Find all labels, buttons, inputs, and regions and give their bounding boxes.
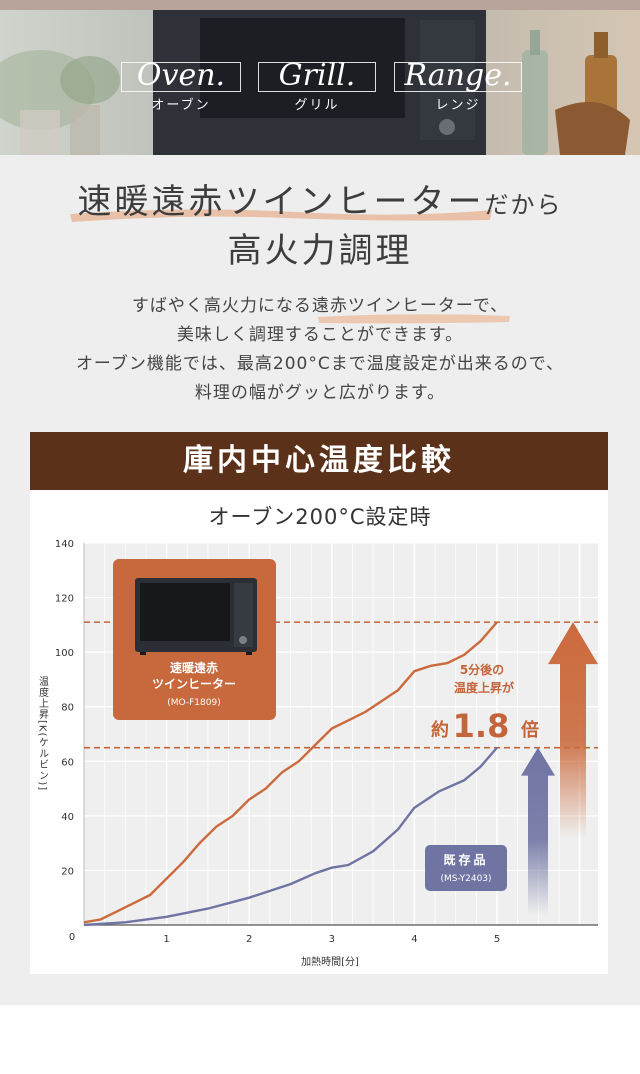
legend-name-line1: 速暖遠赤 — [170, 660, 218, 675]
legend-model-existing: (MS-Y2403) — [440, 874, 491, 884]
top-bar — [0, 0, 640, 10]
y-axis-label: 温度上昇[K(ケルビン)] — [37, 676, 49, 791]
hero-kana-range: レンジ — [435, 98, 481, 113]
headline-main: 速暖遠赤ツインヒーター — [77, 182, 485, 222]
hero-kana-oven: オーブン — [151, 98, 211, 113]
x-axis-label: 加熱時間[分] — [301, 955, 359, 968]
y-tick-label: 20 — [61, 866, 74, 877]
hero-kana-grill: グリル — [294, 98, 340, 113]
hero-word-frame — [394, 62, 522, 92]
microwave-foot — [246, 652, 252, 655]
annotation-suffix: 倍 — [521, 719, 539, 741]
comparison-band-title: 庫内中心温度比較 — [30, 432, 608, 490]
hero-script-grill: Grill. — [278, 58, 356, 93]
series-line-twin-heater — [83, 621, 498, 924]
y-tick-label: 100 — [55, 648, 74, 659]
headline-line2: 高火力調理 — [227, 231, 413, 271]
legend-name-line2: ツインヒーター — [152, 677, 236, 691]
hero-script-range: Range. — [404, 58, 512, 93]
hero-word-grill: Grill. グリル — [258, 54, 376, 124]
arrow-twin-heater — [548, 622, 598, 838]
legend-card-existing — [425, 845, 507, 891]
annotation-prefix: 約 — [431, 719, 449, 741]
legend-name-existing: 既存品 — [443, 852, 488, 867]
x-tick-label: 2 — [246, 934, 252, 945]
hero-word-oven: Oven. オーブン — [121, 54, 241, 124]
hero-illustration — [0, 10, 630, 155]
description-line: 美味しく調理することができます。 — [176, 325, 464, 345]
microwave-foot — [140, 652, 146, 655]
annotation-line1: 5分後の — [460, 662, 504, 677]
hero-banner: Oven. オーブン Grill. グリル Range. レンジ — [0, 10, 640, 155]
headline-underline-brush — [70, 209, 492, 222]
y-tick-label: 140 — [55, 539, 74, 550]
arrow-existing — [521, 747, 555, 915]
microwave-panel — [234, 583, 253, 647]
microwave-image — [135, 578, 257, 655]
x-tick-label: 4 — [411, 934, 417, 945]
hero-word-frame — [121, 62, 241, 92]
microwave-dial — [239, 636, 247, 644]
chart-title: オーブン200°C設定時 — [208, 505, 432, 529]
description-line: すばやく高火力になる遠赤ツインヒーターで、 — [131, 296, 509, 316]
legend-model-twin-heater: (MO-F1809) — [167, 698, 220, 708]
hero-word-frame — [258, 62, 376, 92]
x-tick-label: 5 — [494, 934, 500, 945]
headline-suffix: だから — [484, 191, 563, 219]
microwave-door — [140, 583, 230, 641]
annotation-value: 1.8 — [453, 707, 510, 745]
body-underline-brush — [318, 314, 510, 324]
y-tick-label: 60 — [61, 757, 74, 768]
y-tick-label: 120 — [55, 594, 74, 605]
description-line: オーブン機能では、最高200°Cまで温度設定が出来るので、 — [75, 354, 565, 374]
x-tick-label: 3 — [329, 934, 335, 945]
hero-script-oven: Oven. — [136, 58, 226, 93]
origin-label: 0 — [69, 932, 75, 943]
y-tick-label: 40 — [61, 812, 74, 823]
description-line: 料理の幅がグッと広がります。 — [194, 383, 446, 403]
description: すばやく高火力になる遠赤ツインヒーターで、 美味しく調理することができます。 オ… — [0, 292, 640, 408]
hero-word-range: Range. レンジ — [394, 54, 522, 124]
y-tick-label: 80 — [61, 703, 74, 714]
annotation-line2: 温度上昇が — [454, 680, 514, 695]
series-line-existing — [83, 746, 498, 927]
x-tick-label: 1 — [163, 934, 169, 945]
headline-line1: 速暖遠赤ツインヒーターだから — [0, 180, 640, 227]
